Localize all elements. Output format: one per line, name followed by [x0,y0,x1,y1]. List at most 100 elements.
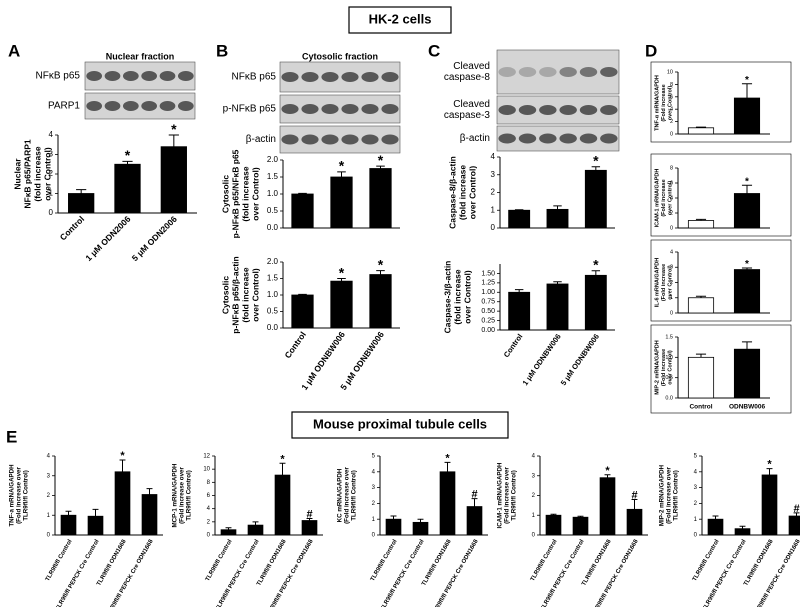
blot-title: Nuclear fraction [106,51,175,61]
y-tick-label: 1.5 [267,274,279,283]
significance-marker: * [593,153,599,169]
blot-band [559,105,577,115]
x-tick-label: TLR9fl/fl Control [45,539,74,583]
error-bar [550,513,557,516]
y-tick-label: 1.5 [267,172,279,181]
blot-label: caspase-3 [444,110,491,121]
x-tick-label: TLR9fl/fl ODN1668 [743,538,775,587]
bar [291,193,314,229]
bar [687,356,715,399]
blot-label: NFκB p65 [36,71,81,82]
y-axis-label: NFκB p65/PARP1 [22,139,32,209]
y-axis-label: (Fold increase over [666,467,673,524]
blot-band [600,105,618,115]
y-tick-label: 0.75 [481,299,495,306]
y-tick-label: 4 [47,454,51,460]
bar [114,471,131,536]
x-tick-label: TLR9fl/fl Control [530,539,559,583]
bar [733,269,761,314]
y-axis-label: TNF-α mRNA/GAPDH [654,75,660,131]
header: HK-2 cells [369,11,432,26]
y-tick-label: 1 [694,517,698,523]
panel-label: C [428,41,440,60]
significance-marker: # [793,503,799,515]
blot-band [341,72,359,82]
y-axis-label: over Control) [467,166,477,220]
blot-band [321,104,339,114]
y-tick-label: 8 [670,165,673,171]
bar [546,283,569,331]
significance-marker: * [120,450,125,462]
bar [369,168,392,229]
significance-marker: * [378,256,384,272]
blot-band [361,104,379,114]
bar [439,471,456,536]
y-tick-label: 1.00 [481,289,495,296]
blot-band [281,104,299,114]
blot-band [600,67,618,77]
y-tick-label: 4 [532,454,536,460]
bar [733,193,761,229]
x-tick-label: TLR9fl/fl ODN1668 [581,538,613,587]
y-axis-label: (Fold increase over [344,467,351,524]
blot-title: Cytosolic fraction [302,51,378,61]
y-tick-label: 2 [207,519,211,525]
header: Mouse proximal tubule cells [313,416,487,431]
y-tick-label: 4 [694,469,698,475]
y-tick-label: 0 [670,310,673,316]
x-tick-label: 1 μM ODN2006 [83,214,132,263]
y-tick-label: 12 [203,454,210,460]
y-axis-label: over Control) [250,268,260,322]
blot [84,92,196,120]
bar [220,529,237,536]
blot [496,95,620,125]
blot-band [579,67,598,77]
blot-band [539,105,557,115]
y-axis-label: (Fold increase over [504,467,511,524]
y-tick-label: 0 [491,223,496,232]
y-axis-label: over Control) [462,270,472,324]
error-bar [553,205,562,210]
blot-band [104,101,121,111]
bar [508,209,531,229]
y-tick-label: 5 [372,454,376,460]
significance-marker: # [471,489,477,501]
bar [687,127,715,135]
x-tick-label: Control [282,330,308,360]
error-bar [695,126,707,128]
y-axis-label: (Fold increase [661,349,667,386]
blot-band [579,133,598,144]
error-bar [279,462,286,476]
error-bar [146,488,153,495]
y-tick-label: 2 [694,501,698,507]
blot-band [301,134,319,145]
y-axis-label: (fold increase [32,146,42,202]
y-tick-label: 4 [372,469,376,475]
y-tick-label: 3 [49,150,54,159]
y-tick-label: 0.00 [481,327,495,334]
y-tick-label: 0.25 [481,317,495,324]
blot-label: Cleaved [453,99,490,110]
blot-label: PARP1 [48,101,80,112]
y-tick-label: 1 [670,295,673,301]
blot-band [301,72,319,82]
bar [412,521,429,536]
y-tick-label: 10 [667,69,673,75]
blot [279,94,401,124]
error-bar [604,474,611,478]
error-bar [741,83,753,99]
blot-band [361,72,379,82]
error-bar [65,510,72,516]
y-tick-label: 2 [47,493,51,499]
header-box [348,6,452,34]
y-tick-label: 8 [207,480,211,486]
y-tick-label: 3 [532,473,536,479]
error-bar [712,515,719,520]
error-bar [471,498,478,507]
y-axis-label: (Fold increase [661,84,667,121]
x-tick-label: TLR9fl/fl PEPCK Cre ODN1668 [591,538,640,607]
bar [572,516,589,536]
y-tick-label: 4 [207,506,211,512]
y-tick-label: 1.5 [665,334,673,340]
x-tick-label: 1 μM ODNBW006 [520,332,562,387]
